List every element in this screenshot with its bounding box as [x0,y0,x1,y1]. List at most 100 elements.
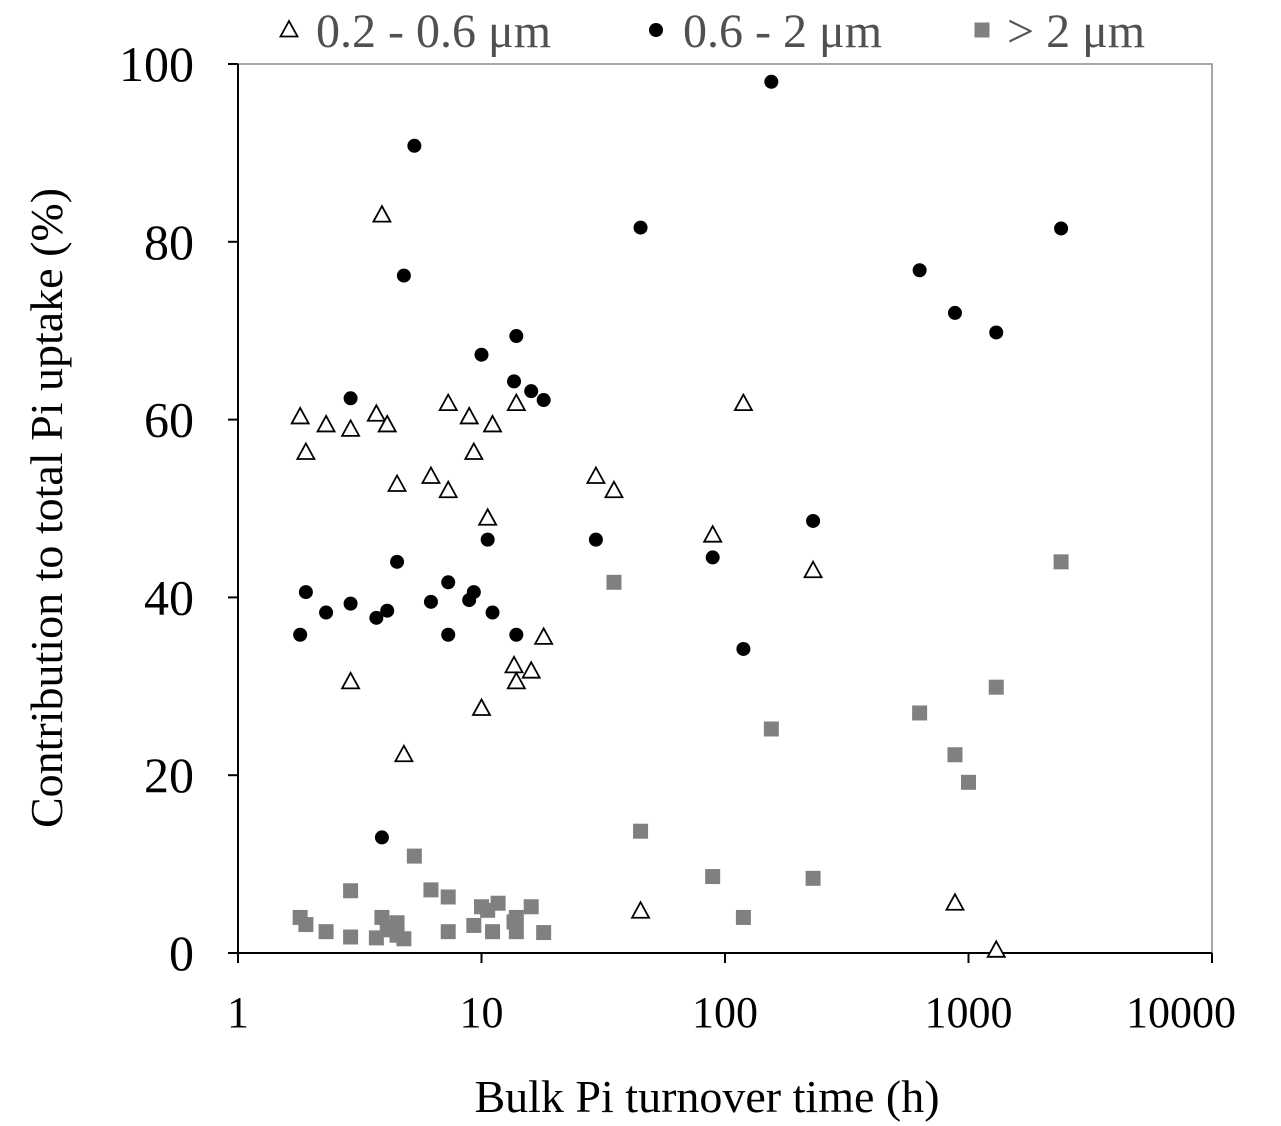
data-point [508,924,524,940]
data-point [463,441,484,460]
data-point [466,917,482,933]
data-point [343,883,359,899]
data-point [912,263,927,278]
data-point [474,347,489,362]
data-point [947,747,963,763]
data-point [702,524,723,543]
data-point [396,931,412,947]
data-point [482,414,503,433]
legend-marker [974,22,990,38]
data-point [588,532,603,547]
data-point [441,627,456,642]
legend-item-0.6-2um: 0.6 - 2 μm [649,5,882,58]
y-tick-label: 20 [144,747,194,803]
data-point [803,559,824,579]
y-tick-label: 80 [144,214,194,270]
data-point [343,929,359,945]
legend-marker-2 [974,22,990,38]
data-point [318,924,334,940]
data-point [633,220,648,235]
data-point [536,925,552,941]
data-point [524,384,539,399]
y-tick-label: 60 [144,392,194,448]
data-point [705,869,721,885]
data-point [371,204,392,223]
data-point [377,414,398,433]
data-point [947,305,962,320]
data-point [585,465,606,484]
data-point [509,329,524,344]
data-point [506,392,527,411]
data-point [603,479,625,499]
data-point [374,830,389,845]
legend-label-0.2-0.6um: 0.2 - 0.6 μm [316,5,551,58]
x-axis-label: Bulk Pi turnover time (h) [474,1071,939,1122]
data-point [1054,221,1069,236]
data-point [989,325,1004,340]
data-point [630,900,651,919]
data-point [944,892,966,911]
data-point [295,441,316,460]
data-point [521,660,542,679]
legend-label-0.6-2um: 0.6 - 2 μm [683,5,882,58]
data-point [466,585,481,600]
data-point [480,532,495,547]
data-point [369,610,384,625]
y-tick-label: 40 [144,569,194,625]
series-2 [292,554,1069,947]
x-tick-label: 1 [227,988,249,1037]
data-point [387,473,408,492]
data-point [423,882,439,898]
series-1 [293,74,1069,845]
x-tick-label: 10 [460,988,504,1037]
data-point [389,915,405,931]
data-point [536,393,551,408]
x-tick-label: 10000 [1126,988,1236,1037]
data-point [485,605,500,620]
data-point [503,654,525,674]
data-point [764,74,779,89]
data-point [316,414,337,433]
data-point [420,465,441,484]
data-point [319,605,334,620]
data-point [290,406,311,425]
data-point [438,479,459,499]
data-point [986,939,1007,958]
legend-marker [278,19,300,38]
data-point [298,917,314,933]
data-point [912,705,928,721]
data-point [440,924,456,940]
data-point [423,594,438,609]
data-point [343,391,358,406]
data-point [606,574,622,590]
data-point [988,679,1004,695]
data-point [705,550,720,565]
data-point [633,823,649,839]
series-0 [290,204,1007,958]
data-point [485,924,501,940]
data-point [490,895,506,911]
legend-marker-1 [649,23,663,37]
data-point [396,268,411,283]
x-axis-ticks: 1 10 100 1000 10000 [227,953,1236,1037]
legend-item-gt-2um: > 2 μm [974,5,1145,58]
data-point [471,697,492,716]
y-axis-label: Contribution to total Pi uptake (%) [21,188,72,828]
data-point [509,627,524,642]
legend: 0.2 - 0.6 μm 0.6 - 2 μm > 2 μm [278,5,1145,58]
data-points [290,74,1069,958]
data-point [380,603,395,618]
data-point [523,899,539,915]
data-point [805,870,821,886]
legend-marker-0 [278,19,300,38]
data-point [374,909,390,925]
x-tick-label: 100 [692,988,758,1037]
data-point [506,670,527,690]
legend-marker [649,23,663,37]
data-point [961,774,976,790]
data-point [763,721,779,737]
data-point [366,403,387,422]
data-point [440,889,456,905]
data-point [441,575,456,590]
data-point [459,406,480,425]
